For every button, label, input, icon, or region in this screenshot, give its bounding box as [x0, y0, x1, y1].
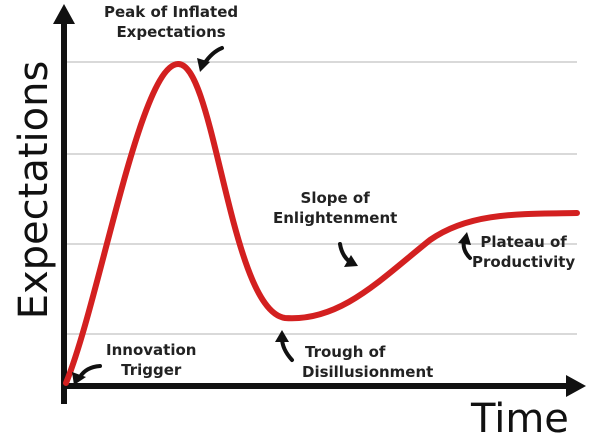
phase-label-slope: Slope of Enlightenment	[273, 188, 397, 228]
phase-label-innovation-trigger: Innovation Trigger	[106, 340, 196, 380]
phase-line: Trigger	[121, 361, 182, 379]
innovation-arrowhead	[72, 372, 86, 385]
phase-line: Peak of Inflated	[104, 3, 239, 21]
y-axis-arrowhead	[53, 4, 75, 24]
phase-line: Productivity	[472, 253, 576, 271]
phase-line: Enlightenment	[273, 209, 398, 227]
phase-line: Innovation	[106, 341, 197, 359]
phase-label-trough: Trough of Disillusionment	[302, 342, 433, 382]
slope-arrowhead	[344, 255, 358, 267]
trough-arrowhead	[275, 330, 289, 342]
x-axis-title: Time	[471, 396, 569, 442]
axes	[53, 4, 586, 404]
gridlines	[66, 61, 577, 335]
phase-label-peak: Peak of Inflated Expectations	[104, 2, 238, 42]
phase-line: Slope of	[300, 189, 370, 207]
hype-curve	[63, 60, 580, 386]
peak-arrowhead	[197, 58, 210, 72]
phase-line: Trough of	[305, 343, 386, 361]
y-axis-title: Expectations	[11, 60, 57, 320]
innovation-arrow	[78, 364, 102, 379]
phase-line: Disillusionment	[302, 363, 434, 381]
plateau-arrowhead	[458, 232, 471, 245]
phase-line: Plateau of	[480, 233, 567, 251]
phase-label-plateau: Plateau of Productivity	[472, 232, 575, 272]
pointer-arrows	[72, 46, 472, 385]
phase-line: Expectations	[116, 23, 226, 41]
x-axis-arrowhead	[566, 375, 586, 397]
